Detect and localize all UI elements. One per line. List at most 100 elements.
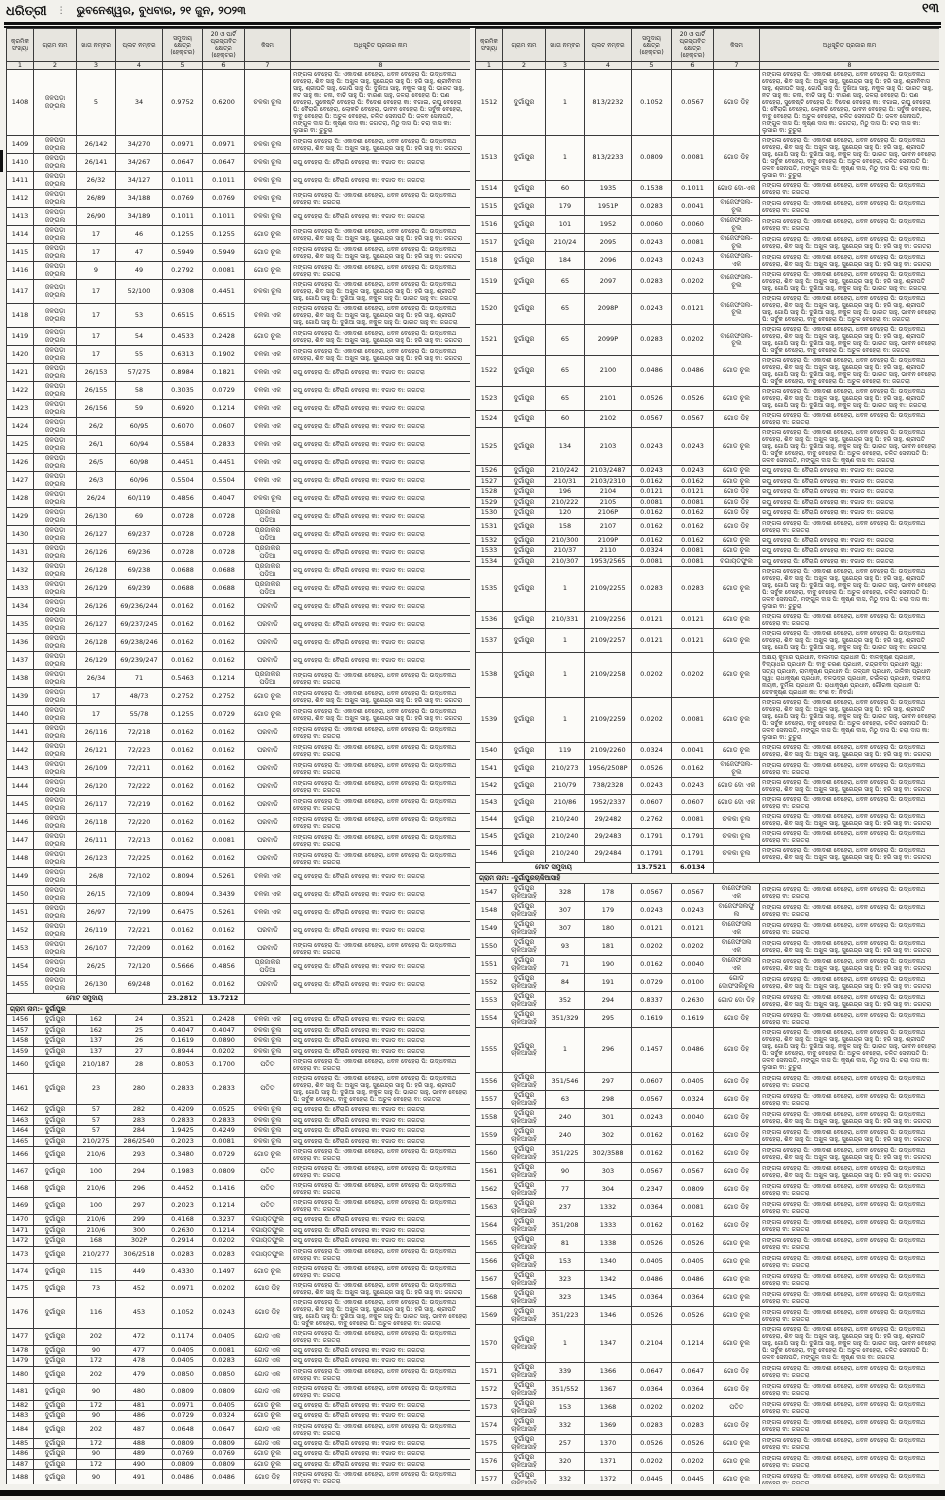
table-row: 1539 ଦୁର୍ଗାପୁର 1 2109/2259 0.0202 0.0081 ଗୋଡ ଚ… bbox=[475, 697, 939, 743]
kisam-cell: ଗୋଡ ଏକ bbox=[244, 1365, 291, 1384]
proposed-area-cell: 0.0162 bbox=[202, 777, 245, 796]
tenant-names-cell: ମଙ୍ଗଳା ବେହେରା ପି: ଏକାଦଶୀ ବେହେରା, ଧବନ ବେହ… bbox=[759, 1126, 939, 1145]
proposed-area-cell: 0.0162 bbox=[671, 475, 714, 487]
total-area-cell: 0.0809 bbox=[162, 1437, 203, 1449]
paper-name: ଧରିତ୍ରୀ bbox=[6, 3, 47, 19]
serial-cell: 1462 bbox=[6, 1104, 34, 1116]
kisam-cell: ଗୋଡ ଚୂଲ bbox=[713, 566, 760, 612]
village-cell: ଦୁର୍ଗାପୁର bbox=[502, 293, 546, 325]
tenant-names-cell: ମଙ୍ଗଳା ବେହେରା ପି: ଏକାଦଶୀ ବେହେରା, ଧବନ ବେହ… bbox=[290, 135, 470, 154]
total-area-cell: 0.0364 bbox=[631, 1380, 672, 1399]
table-row: 1474 ଦୁର୍ଗାପୁର 115 449 0.4330 0.1497 ଗୋଡ ଚୂଲ ମଙ… bbox=[6, 1262, 470, 1281]
table-row: 1421 ଜଳପଡ଼ା ଜଙ୍ଗଲ 26/153 57/275 0.8984 0.1821… bbox=[6, 363, 470, 382]
total-row: ମୋଟ ସମୁଦାୟ 13.7521 6.0134 bbox=[475, 862, 939, 874]
table-row: 1529 ଦୁର୍ଗାପୁର 210/222 2105 0.0081 0.0081 ଗୋଡ … bbox=[475, 496, 939, 508]
kisam-cell: ଚଳକା ଚୂଲ bbox=[244, 207, 291, 226]
table-row: 1535 ଦୁର୍ଗାପୁର 1 2109/2255 0.0283 0.0283 ଗୋଡ ଚ… bbox=[475, 566, 939, 612]
khata-cell: 26/34 bbox=[76, 669, 116, 688]
plot-cell: 294 bbox=[584, 991, 632, 1010]
village-cell: ଦୁର୍ଗାପୁର bbox=[33, 1235, 77, 1247]
plot-cell: 190 bbox=[584, 955, 632, 974]
village-cell: ଜଳପଡ଼ା ଜଙ୍ଗଲ bbox=[33, 723, 77, 742]
left-table: କ୍ରମିକ ସଂଖ୍ୟା ଗ୍ରାମ ନାମ ଖାତା ନମ୍ବର ପ୍ଲଟ ନମ୍… bbox=[6, 28, 470, 1484]
kisam-cell: ପ୍ରଜାକର ପଡିଆ bbox=[244, 561, 291, 580]
village-cell: ଦୁର୍ଗାପୁର ଚାଳିଆସାହି bbox=[502, 1126, 546, 1145]
table-row: 1487 ଦୁର୍ଗାପୁର 172 490 0.0809 0.0809 ଗୋଡ ଚୂଲ ରଘ… bbox=[6, 1458, 470, 1470]
table-row: 1414 ଜଳପଡ଼ା ଜଙ୍ଗଲ 17 46 0.1255 0.1255 ଗୋଡ ଚୂଲ ମ… bbox=[6, 225, 470, 244]
serial-cell: 1475 bbox=[6, 1279, 34, 1298]
serial-cell: 1474 bbox=[6, 1262, 34, 1281]
total-area-cell: 0.0364 bbox=[631, 1198, 672, 1217]
khata-cell: 17 bbox=[76, 687, 116, 706]
proposed-area-cell: 0.0202 bbox=[671, 269, 714, 294]
serial-cell: 1477 bbox=[6, 1327, 34, 1346]
khata-cell: 101 bbox=[545, 215, 585, 234]
total-area-cell: 0.0162 bbox=[162, 795, 203, 814]
total-area-cell: 0.0729 bbox=[631, 973, 672, 992]
tenant-names-cell: ରଘୁ ବେହେରା ପି: ବୈରାଗି ବେହେରା କା: ବଗାଡ ବା… bbox=[290, 171, 470, 190]
village-cell: ଦୁର୍ଗାପୁର ଚାଳିଆସାହି bbox=[502, 937, 546, 956]
proposed-area-cell: 0.0809 bbox=[202, 1458, 245, 1470]
village-cell: ଦୁର୍ଗାପୁର bbox=[33, 1327, 77, 1346]
plot-cell: 297 bbox=[115, 1197, 163, 1215]
serial-cell: 1552 bbox=[475, 973, 503, 992]
total-area-cell: 0.2104 bbox=[631, 1324, 672, 1363]
kisam-cell: ଗୋଡ ଏକ bbox=[244, 1355, 291, 1367]
serial-cell: 1514 bbox=[475, 180, 503, 198]
table-row: 1536 ଦୁର୍ଗାପୁର 210/331 2109/2256 0.0121 0.012… bbox=[475, 611, 939, 629]
kisam-cell: ଘରବାଡି bbox=[244, 831, 291, 850]
proposed-area-cell: 0.0526 bbox=[671, 1306, 714, 1325]
tenant-names-cell: ମଙ୍ଗଳା ବେହେରା ପି: ଏକାଦଶୀ ବେହେରା, ଧବନ ବେହ… bbox=[759, 1162, 939, 1181]
khata-cell: 90 bbox=[545, 1162, 585, 1181]
khata-cell: 90 bbox=[76, 1469, 116, 1484]
table-row: 1476 ଦୁର୍ଗାପୁର 116 453 0.1052 0.0243 ଗୋଡ ଡିହ ମଙ… bbox=[6, 1296, 470, 1329]
village-cell: ଦୁର୍ଗାପୁର bbox=[33, 1180, 77, 1198]
serial-cell: 1427 bbox=[6, 471, 34, 490]
village-cell: ଦୁର୍ଗାପୁର bbox=[502, 566, 546, 612]
proposed-area-cell: 0.0081 bbox=[202, 1344, 245, 1356]
proposed-area-sum: 6.0134 bbox=[671, 862, 714, 874]
plot-cell: 302/3588 bbox=[584, 1144, 632, 1163]
total-area-cell: 0.0162 bbox=[162, 975, 203, 994]
serial-cell: 1435 bbox=[6, 615, 34, 634]
proposed-area-cell: 0.1255 bbox=[202, 225, 245, 244]
village-cell: ଜଳପଡ଼ା ଜଙ୍ଗଲ bbox=[33, 399, 77, 418]
serial-cell: 1470 bbox=[6, 1214, 34, 1226]
proposed-area-cell: 0.0567 bbox=[671, 410, 714, 428]
column-number: 2 bbox=[33, 61, 77, 70]
plot-cell: 738/2328 bbox=[584, 777, 632, 795]
kisam-cell: ଘରବାଡି bbox=[244, 723, 291, 742]
column-header: 20 ଓ ପାର୍ଟି ପ୍ରସ୍ତାବିତ କ୍ଷେତ୍ର (ହେକ୍ଟର) bbox=[202, 28, 245, 62]
plot-cell: 57/275 bbox=[115, 363, 163, 382]
khata-cell: 57 bbox=[76, 1125, 116, 1137]
table-row: 1408 ଜଳପଡ଼ା ଜଙ୍ଗଲ 5 34 0.9752 0.6200 ଚଳକା ଚୂଲ ମ… bbox=[6, 69, 470, 136]
table-row: 1477 ଦୁର୍ଗାପୁର 202 472 0.1174 0.0405 ଗୋଡ ଏକ ମଙ୍… bbox=[6, 1327, 470, 1346]
column-number: 4 bbox=[584, 61, 632, 70]
total-area-cell: 0.0081 bbox=[631, 496, 672, 508]
plot-cell: 1332 bbox=[584, 1198, 632, 1217]
total-label: ମୋଟ ସମୁଦାୟ bbox=[475, 862, 632, 874]
village-cell: ଦୁର୍ଗାପୁର bbox=[502, 828, 546, 846]
column-header: ଖାତା ନମ୍ବର bbox=[76, 28, 116, 62]
tenant-names-cell: ଅକ୍ଷୟ କୁମାର ପ୍ରଧାନ, ବାଲମୀର ପ୍ରଧାନ ପି: ବା… bbox=[759, 652, 939, 698]
plot-cell: 1371 bbox=[584, 1452, 632, 1471]
proposed-area-cell: 0.0405 bbox=[202, 1399, 245, 1411]
proposed-area-cell: 0.0202 bbox=[671, 937, 714, 956]
table-row: 1454 ଜଳପଡ଼ା ଜଙ୍ଗଲ 26/25 72/120 0.5666 0.4856 ପ… bbox=[6, 957, 470, 976]
khata-cell: 26/119 bbox=[76, 921, 116, 940]
kisam-cell: ଗୋଡ ଚୂଲ bbox=[713, 697, 760, 743]
serial-cell: 1422 bbox=[6, 381, 34, 400]
kisam-cell: ଘରବାଡି bbox=[244, 651, 291, 670]
khata-cell: 26/141 bbox=[76, 153, 116, 172]
proposed-area-cell: 0.0041 bbox=[671, 197, 714, 216]
serial-cell: 1409 bbox=[6, 135, 34, 154]
table-row: 1553 ଦୁର୍ଗାପୁର ଚାଳିଆସାହି 352 294 0.8337 0.263… bbox=[475, 991, 939, 1010]
kisam-cell: ଗୋଡ ଡିହ bbox=[713, 1180, 760, 1199]
kisam-cell: ଚଳକା ଚୂଲ bbox=[244, 153, 291, 172]
village-cell: ଜଳପଡ଼ା ଜଙ୍ଗଲ bbox=[33, 327, 77, 346]
table-row: 1447 ଜଳପଡ଼ା ଜଙ୍ଗଲ 26/111 72/213 0.0162 0.0081… bbox=[6, 831, 470, 850]
khata-cell: 71 bbox=[545, 955, 585, 974]
table-row: 1442 ଜଳପଡ଼ା ଜଙ୍ଗଲ 26/121 72/223 0.0162 0.0162… bbox=[6, 741, 470, 760]
proposed-area-cell: 0.0202 bbox=[202, 1235, 245, 1247]
table-row: 1446 ଜଳପଡ଼ା ଜଙ୍ଗଲ 26/118 72/220 0.0162 0.0162… bbox=[6, 813, 470, 832]
